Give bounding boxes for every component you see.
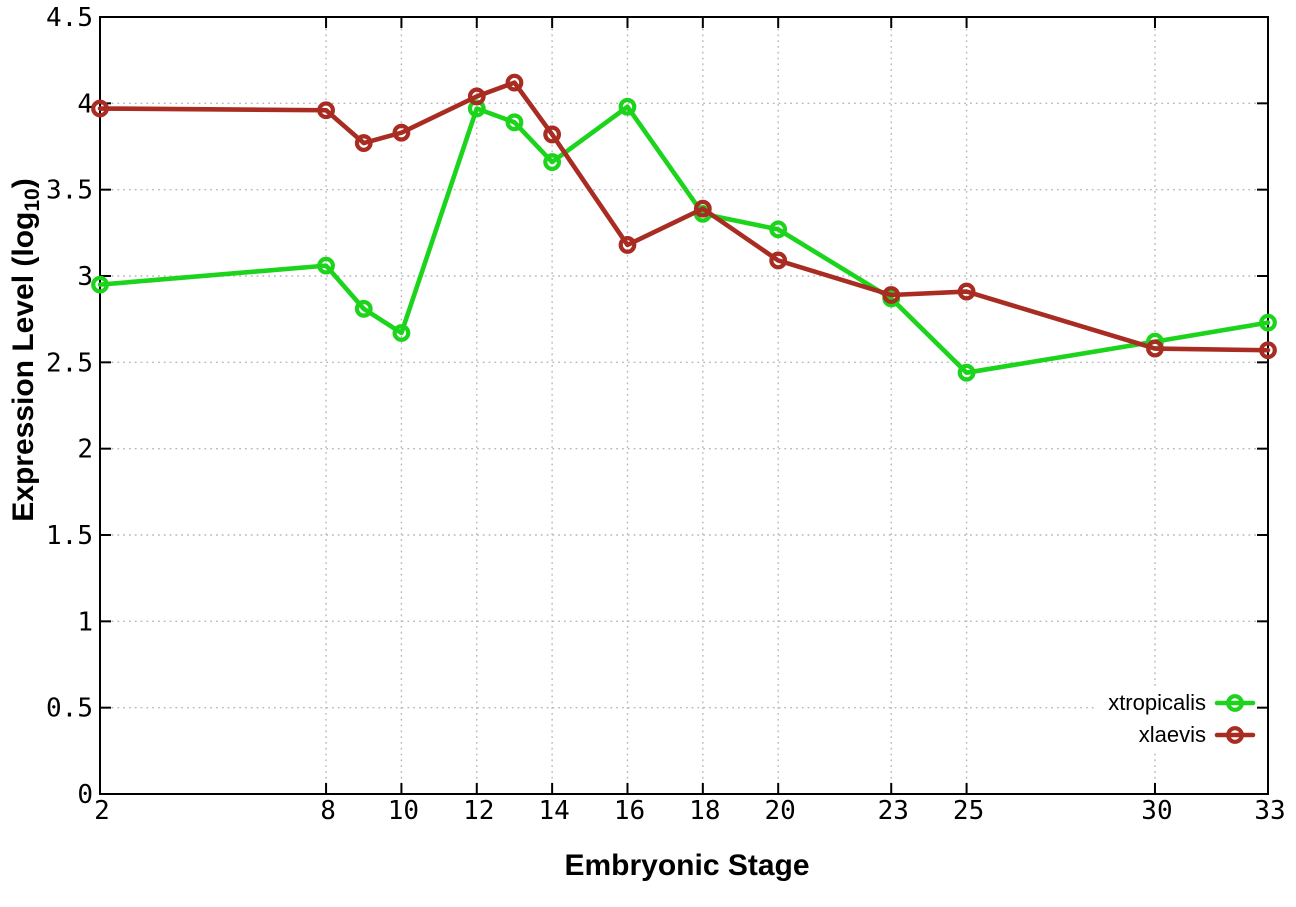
data-point-marker-xlaevis [882,286,901,304]
data-point-marker-xtropicalis [91,275,109,294]
data-point-marker-xlaevis [354,134,373,152]
legend-swatch-shape [1226,694,1244,712]
x-tick-label: 30 [1141,796,1172,826]
data-point-marker-xlaevis [1259,341,1277,360]
data-point-marker-xlaevis [392,123,411,142]
data-point-marker-xtropicalis [354,299,373,318]
data-point-marker-xtropicalis [392,324,411,342]
data-point-marker-xlaevis [505,73,524,92]
legend-item-xlaevis: xlaevis [1108,719,1256,751]
data-point-marker-xtropicalis [505,113,524,132]
data-point-marker-xtropicalis [317,256,335,275]
data-point-marker-xtropicalis [618,97,637,116]
data-point-marker-xlaevis [91,99,109,118]
y-tick-label: 4 [77,89,93,119]
y-tick-label: 1.5 [46,521,93,551]
x-tick-label: 14 [538,796,569,826]
data-point-marker-xlaevis [543,125,562,144]
y-axis-title-subscript: 10 [21,188,44,212]
plot-border [99,16,1269,795]
data-point-marker-xlaevis [467,87,486,106]
x-tick-label: 23 [878,796,909,826]
x-tick-label: 33 [1254,796,1285,826]
data-point-marker-xlaevis [957,282,976,301]
data-point-marker-xtropicalis [769,220,788,239]
x-axis-title: Embryonic Stage [564,849,810,882]
y-tick-label: 1 [77,607,93,637]
series-line-xlaevis [97,80,1271,353]
data-point-marker-xlaevis [769,251,788,270]
x-tick-label: 18 [689,796,720,826]
data-point-marker-xtropicalis [957,363,976,382]
x-tick-label: 2 [94,796,110,826]
series-line-xtropicalis [97,104,1271,375]
legend-label-xlaevis: xlaevis [1138,722,1206,747]
data-point-marker-xlaevis [693,199,712,218]
y-tick-label: 3 [77,262,93,292]
x-tick-label: 12 [463,796,494,826]
y-tick-label: 2 [77,435,93,465]
y-axis-title-text: Expression Level (log [7,211,40,522]
y-tick-label: 4.5 [46,3,93,33]
data-point-marker-xtropicalis [543,153,562,171]
data-point-marker-xlaevis [317,101,335,120]
legend: xtropicalis xlaevis [1094,687,1256,751]
y-tick-label: 0 [77,780,93,810]
y-tick-label: 0.5 [46,694,93,724]
legend-label-xtropicalis: xtropicalis [1108,690,1206,715]
y-axis-title-close: ) [7,178,40,189]
data-point-marker-xtropicalis [1259,313,1277,332]
x-tick-label: 20 [765,796,796,826]
xlaevis-line-marker-icon [1214,726,1256,744]
xtropicalis-line-marker-icon [1214,694,1256,712]
legend-item-xtropicalis: xtropicalis [1108,687,1256,719]
data-point-marker-xlaevis [1146,339,1164,358]
y-tick-label: 3.5 [46,176,93,206]
data-point-marker-xlaevis [618,236,637,254]
y-tick-label: 2.5 [46,348,93,378]
x-tick-label: 8 [320,796,336,826]
legend-swatch-shape [1226,726,1244,744]
x-tick-label: 10 [388,796,419,826]
y-axis-title: Expression Level (log10) [7,178,45,521]
x-tick-label: 16 [614,796,645,826]
x-tick-label: 25 [953,796,984,826]
